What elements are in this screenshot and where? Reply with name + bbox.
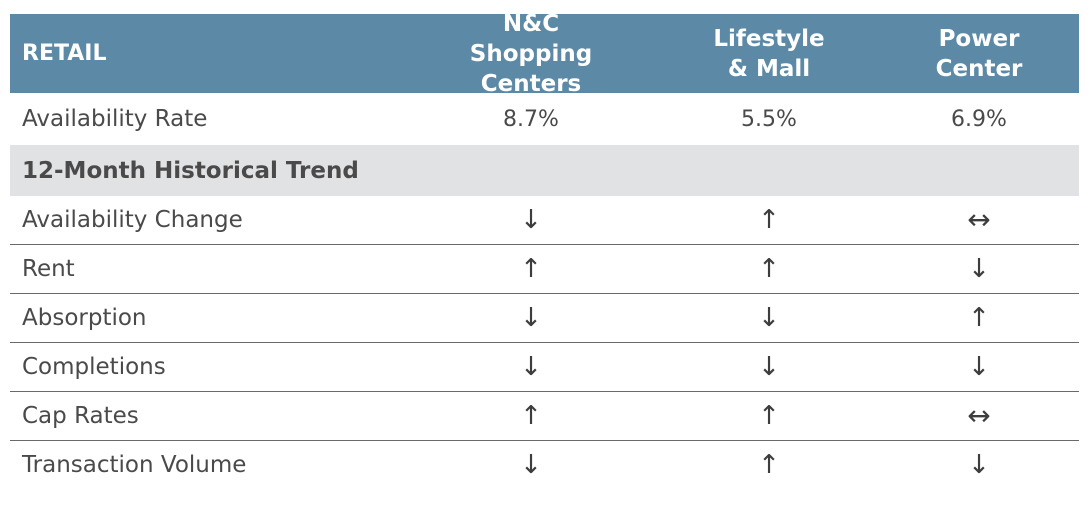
section-title: 12-Month Historical Trend	[22, 157, 359, 184]
table-header: RETAIL N&C Shopping Centers Lifestyle & …	[10, 11, 1079, 97]
arrow-up-icon: ↑	[758, 400, 780, 431]
availability-rate-nc: 8.7%	[503, 106, 559, 132]
arrow-down-icon: ↓	[520, 351, 542, 382]
trend-cell-power: ↓	[879, 256, 1079, 283]
retail-table: RETAIL N&C Shopping Centers Lifestyle & …	[10, 11, 1079, 489]
arrow-up-icon: ↑	[520, 253, 542, 284]
trend-cell-nc: ↓	[403, 452, 659, 479]
trend-cell-lifestyle: ↑	[659, 256, 879, 283]
arrow-down-icon: ↓	[968, 449, 990, 480]
trend-row: Transaction Volume ↓ ↑ ↓	[10, 441, 1079, 489]
arrow-down-icon: ↓	[758, 351, 780, 382]
header-power-center: Power Center	[935, 25, 1023, 82]
trend-label: Completions	[22, 354, 166, 380]
trend-row: Rent ↑ ↑ ↓	[10, 245, 1079, 294]
arrow-down-icon: ↓	[520, 449, 542, 480]
trend-cell-lifestyle: ↓	[659, 354, 879, 381]
trend-cell-nc: ↑	[403, 256, 659, 283]
header-lifestyle-mall: Lifestyle & Mall	[713, 25, 825, 82]
trend-label: Transaction Volume	[22, 452, 247, 478]
arrow-up-icon: ↑	[758, 253, 780, 284]
trend-label: Absorption	[22, 305, 147, 331]
trend-cell-power: ↔	[879, 398, 1079, 432]
section-heading: 12-Month Historical Trend	[10, 145, 1079, 196]
header-nc-shopping-centers: N&C Shopping Centers	[469, 10, 593, 97]
arrow-down-icon: ↓	[968, 351, 990, 382]
trend-row: Absorption ↓ ↓ ↑	[10, 294, 1079, 343]
trend-cell-lifestyle: ↑	[659, 452, 879, 479]
arrow-up-icon: ↑	[520, 400, 542, 431]
arrow-up-icon: ↑	[758, 204, 780, 235]
trend-cell-nc: ↓	[403, 305, 659, 332]
trend-cell-nc: ↓	[403, 207, 659, 234]
arrow-down-icon: ↓	[758, 302, 780, 333]
trend-row: Completions ↓ ↓ ↓	[10, 343, 1079, 392]
trend-cell-lifestyle: ↑	[659, 207, 879, 234]
arrow-left-right-icon: ↔	[967, 398, 991, 432]
trend-cell-lifestyle: ↑	[659, 403, 879, 430]
trend-cell-power: ↓	[879, 452, 1079, 479]
trend-label: Cap Rates	[22, 403, 139, 429]
arrow-up-icon: ↑	[968, 302, 990, 333]
availability-rate-power: 6.9%	[951, 106, 1007, 132]
trend-label: Availability Change	[22, 207, 243, 233]
trend-cell-nc: ↑	[403, 403, 659, 430]
trend-cell-power: ↓	[879, 354, 1079, 381]
trend-label: Rent	[22, 256, 75, 282]
trend-row: Availability Change ↓ ↑ ↔	[10, 196, 1079, 245]
trend-cell-lifestyle: ↓	[659, 305, 879, 332]
availability-rate-lifestyle: 5.5%	[741, 106, 797, 132]
trend-cell-power: ↔	[879, 202, 1079, 236]
trend-cell-nc: ↓	[403, 354, 659, 381]
availability-rate-row: Availability Rate 8.7% 5.5% 6.9%	[10, 93, 1079, 145]
trend-cell-power: ↑	[879, 305, 1079, 332]
trend-rows: Availability Change ↓ ↑ ↔ Rent ↑ ↑ ↓ Absorption ↓…	[10, 196, 1079, 489]
availability-rate-label: Availability Rate	[22, 106, 208, 132]
arrow-down-icon: ↓	[520, 204, 542, 235]
trend-row: Cap Rates ↑ ↑ ↔	[10, 392, 1079, 441]
arrow-down-icon: ↓	[520, 302, 542, 333]
arrow-down-icon: ↓	[968, 253, 990, 284]
arrow-up-icon: ↑	[758, 449, 780, 480]
header-title: RETAIL	[22, 41, 107, 66]
arrow-left-right-icon: ↔	[967, 202, 991, 236]
